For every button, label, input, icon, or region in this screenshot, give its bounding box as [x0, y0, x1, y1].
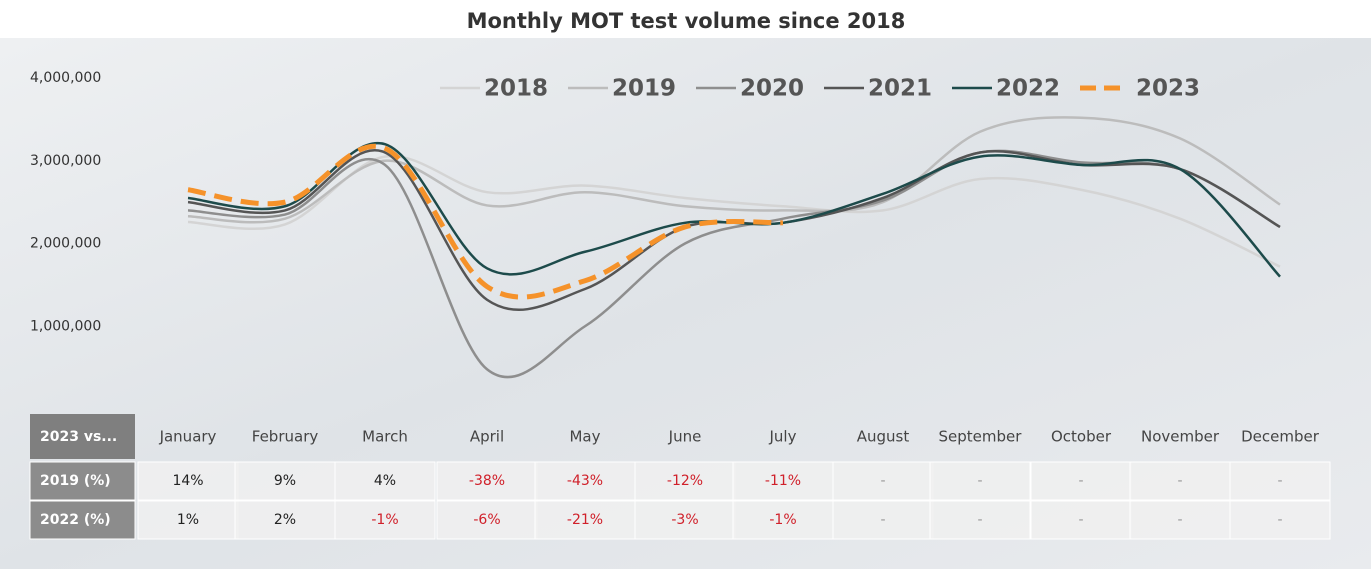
table-value: 1% [177, 512, 199, 528]
table-corner: 2023 vs... [40, 429, 117, 445]
table-value: - [1277, 512, 1282, 528]
table-value: -12% [667, 473, 703, 489]
table-value: - [1177, 473, 1182, 489]
chart-title: Monthly MOT test volume since 2018 [467, 9, 906, 33]
table-value: 4% [374, 473, 396, 489]
y-tick-label: 1,000,000 [30, 318, 101, 334]
x-tick-label: December [1241, 428, 1320, 446]
x-tick-label: April [470, 428, 504, 446]
legend-label: 2018 [484, 76, 548, 102]
x-tick-label: January [159, 428, 217, 446]
x-tick-label: August [857, 428, 910, 446]
legend-label: 2022 [996, 76, 1060, 102]
table-value: - [1177, 512, 1182, 528]
chart: Monthly MOT test volume since 2018 1,000… [0, 0, 1371, 569]
x-tick-label: May [569, 428, 600, 446]
table-value: - [977, 473, 982, 489]
x-tick-label: September [939, 428, 1023, 446]
x-tick-label: July [769, 428, 797, 446]
y-tick-label: 3,000,000 [30, 153, 101, 169]
table-value: -43% [567, 473, 603, 489]
table-value: -1% [371, 512, 398, 528]
table-value: -21% [567, 512, 603, 528]
table-value: - [1078, 473, 1083, 489]
table-value: - [1277, 473, 1282, 489]
x-tick-label: October [1051, 428, 1112, 446]
x-tick-label: February [252, 428, 319, 446]
table-value: - [1078, 512, 1083, 528]
table-value: -11% [765, 473, 801, 489]
legend-label: 2023 [1136, 76, 1200, 102]
table-value: 9% [274, 473, 296, 489]
table-value: - [880, 512, 885, 528]
x-tick-label: March [362, 428, 408, 446]
y-tick-label: 4,000,000 [30, 70, 101, 86]
legend-label: 2020 [740, 76, 804, 102]
table-row-label: 2019 (%) [40, 473, 111, 489]
table-value: - [977, 512, 982, 528]
table-value: 14% [172, 473, 203, 489]
x-tick-label: June [668, 428, 702, 446]
table-value: - [880, 473, 885, 489]
table-value: -1% [769, 512, 796, 528]
table-value: 2% [274, 512, 296, 528]
table-value: -38% [469, 473, 505, 489]
table-row-label: 2022 (%) [40, 512, 111, 528]
table-value: -3% [671, 512, 698, 528]
table-value: -6% [473, 512, 500, 528]
x-tick-label: November [1141, 428, 1220, 446]
legend-label: 2021 [868, 76, 932, 102]
y-tick-label: 2,000,000 [30, 236, 101, 252]
legend-label: 2019 [612, 76, 676, 102]
